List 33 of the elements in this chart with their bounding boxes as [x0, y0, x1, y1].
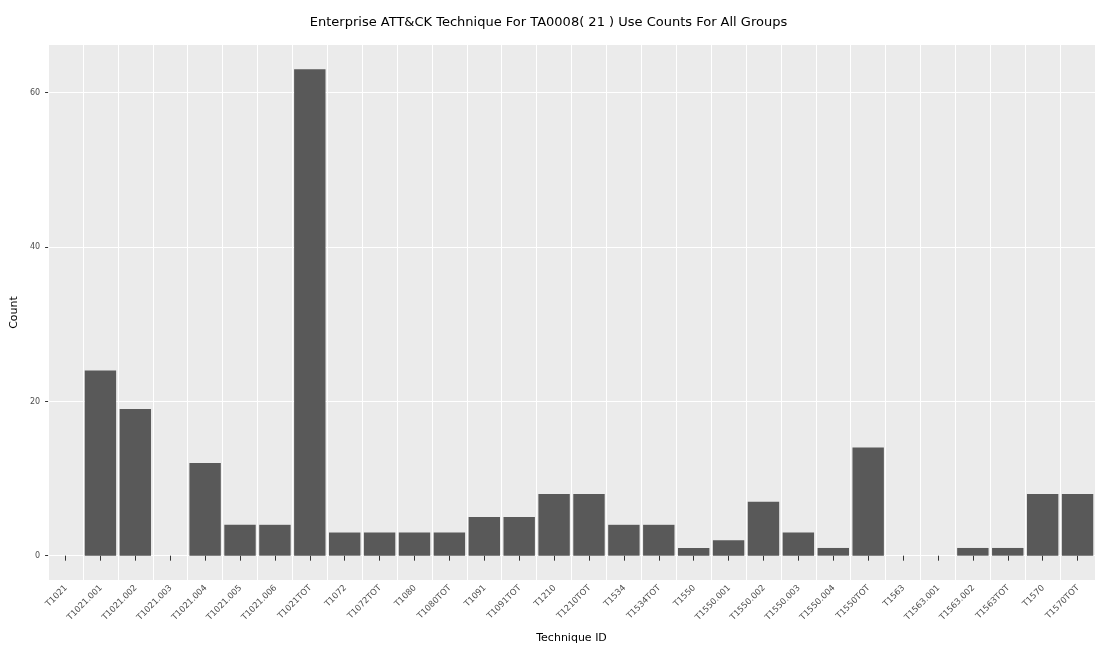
bar: [957, 547, 989, 556]
y-tick-label: 0: [34, 551, 41, 561]
y-tick-label: 60: [29, 87, 41, 97]
bar: [398, 532, 431, 556]
bar: [643, 524, 675, 556]
y-tick-label: 40: [29, 242, 41, 252]
bar: [224, 524, 256, 556]
y-tick-label: 20: [29, 396, 41, 406]
bar: [538, 493, 570, 556]
chart-title: Enterprise ATT&CK Technique For TA0008( 21 ) Use Counts For All Groups: [309, 14, 788, 29]
bar: [329, 532, 361, 556]
bar: [468, 517, 500, 556]
bar: [84, 370, 117, 556]
bar: [259, 524, 291, 556]
bar: [782, 532, 815, 556]
bar: [363, 532, 396, 556]
bar: [817, 547, 849, 556]
bar: [189, 463, 221, 556]
bar: [573, 493, 605, 556]
x-axis-title: Technique ID: [535, 631, 607, 644]
bar: [852, 447, 884, 556]
bar: [433, 532, 466, 556]
bar: [712, 540, 745, 556]
bar: [1061, 493, 1094, 556]
bar: [294, 69, 326, 556]
bar: [1026, 493, 1059, 556]
bar: [992, 547, 1024, 556]
y-axis-title: Count: [7, 295, 20, 329]
bar: [608, 524, 640, 556]
bar: [747, 501, 780, 556]
bar: [677, 547, 710, 556]
bar: [503, 517, 535, 556]
bar: [119, 409, 152, 556]
